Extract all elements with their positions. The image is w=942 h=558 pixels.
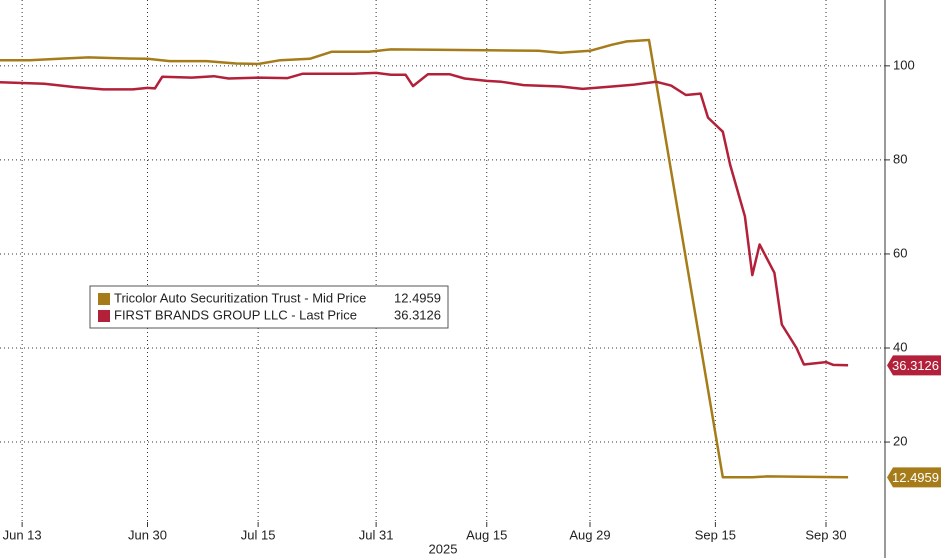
x-tick-label: Jul 15 — [241, 527, 276, 542]
legend-value: 12.4959 — [394, 290, 441, 305]
x-tick-label: Aug 15 — [466, 527, 507, 542]
last-value-label: 36.3126 — [892, 358, 939, 373]
y-tick-label: 40 — [893, 339, 907, 354]
x-tick-label: Jun 30 — [128, 527, 167, 542]
series-line — [0, 71, 849, 367]
y-tick-label: 80 — [893, 151, 907, 166]
x-tick-label: Jul 31 — [359, 527, 394, 542]
legend-label: FIRST BRANDS GROUP LLC - Last Price — [114, 307, 357, 322]
y-tick-label: 60 — [893, 245, 907, 260]
legend-swatch — [98, 293, 110, 305]
last-value-tag — [887, 355, 941, 376]
legend: Tricolor Auto Securitization Trust - Mid… — [89, 285, 449, 329]
series-line — [0, 38, 849, 479]
y-tick-label: 100 — [893, 57, 915, 72]
legend-swatch — [98, 310, 110, 322]
x-tick-label: Jun 13 — [3, 527, 42, 542]
last-value-tag — [887, 467, 941, 488]
y-tick-label: 20 — [893, 433, 907, 448]
x-axis-label: 2025 — [429, 541, 458, 556]
legend-box — [89, 285, 449, 329]
legend-value: 36.3126 — [394, 307, 441, 322]
last-value-label: 12.4959 — [892, 470, 939, 485]
x-tick-label: Sep 30 — [805, 527, 846, 542]
x-tick-label: Aug 29 — [569, 527, 610, 542]
x-tick-label: Sep 15 — [695, 527, 736, 542]
legend-label: Tricolor Auto Securitization Trust - Mid… — [114, 290, 366, 305]
